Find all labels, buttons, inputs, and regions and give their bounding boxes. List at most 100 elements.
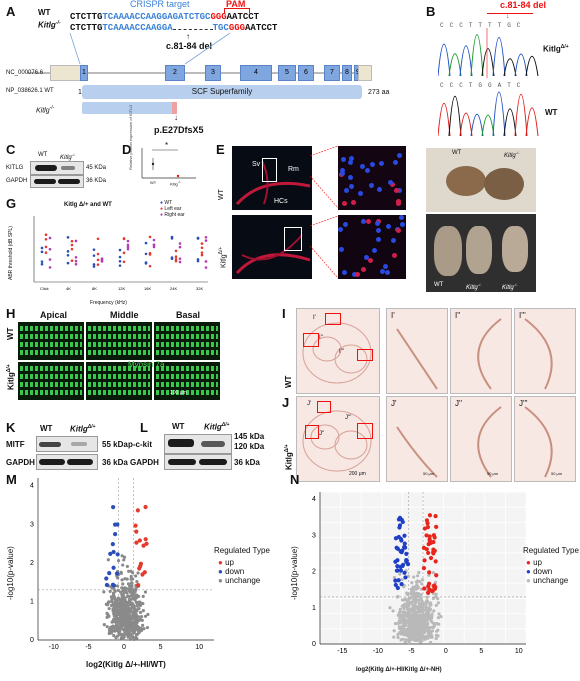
volcano-point-up bbox=[433, 559, 438, 564]
volcano-point-down bbox=[396, 578, 401, 583]
g-point bbox=[70, 247, 74, 251]
volcano-point bbox=[422, 602, 427, 606]
g-point bbox=[118, 264, 122, 267]
volcano-point-down bbox=[400, 563, 405, 569]
g-abr-plot: Click 4K 8K 12K 16K 24K 32K bbox=[33, 216, 208, 291]
nucleus bbox=[348, 159, 354, 165]
volcano-point bbox=[111, 607, 115, 611]
volcano-point bbox=[409, 629, 413, 633]
volcano-point bbox=[393, 621, 398, 626]
g-point bbox=[100, 257, 104, 261]
volcano-point-up bbox=[143, 504, 148, 510]
volcano-point bbox=[134, 612, 138, 617]
e-ko-zoom bbox=[338, 215, 406, 279]
g-point bbox=[204, 266, 208, 269]
volcano-xtick: -10 bbox=[49, 644, 59, 651]
g-point bbox=[40, 262, 44, 266]
g-point bbox=[152, 238, 156, 242]
volcano-point bbox=[129, 619, 133, 624]
volcano-point bbox=[124, 615, 128, 620]
volcano-point bbox=[402, 619, 406, 624]
m-ylabel: -log10(p-value) bbox=[6, 546, 15, 600]
nucleus bbox=[342, 221, 348, 227]
mutation-label: p.E27DfsX5 bbox=[154, 125, 204, 135]
volcano-point-down bbox=[403, 575, 408, 580]
g-point bbox=[200, 253, 204, 257]
volcano-point bbox=[431, 596, 435, 600]
volcano-point-down bbox=[115, 522, 120, 527]
g-point bbox=[70, 239, 74, 243]
g-point bbox=[178, 257, 182, 260]
nucleus bbox=[339, 170, 345, 176]
volcano-point-down bbox=[404, 551, 409, 556]
volcano-point bbox=[414, 594, 418, 598]
volcano-point bbox=[430, 629, 435, 633]
c-kitlg-kda: 45 KDa bbox=[86, 165, 107, 171]
volcano-point bbox=[121, 634, 125, 638]
volcano-point-up bbox=[426, 542, 431, 547]
volcano-point bbox=[127, 569, 131, 573]
volcano-point bbox=[125, 612, 129, 616]
volcano-point bbox=[113, 605, 118, 610]
volcano-point bbox=[412, 575, 416, 579]
volcano-point bbox=[417, 594, 422, 598]
volcano-point bbox=[434, 633, 439, 637]
volcano-point-down bbox=[398, 568, 404, 573]
g-point bbox=[204, 239, 208, 242]
g-point bbox=[96, 237, 100, 241]
volcano-point bbox=[407, 621, 411, 626]
volcano-point bbox=[105, 625, 109, 629]
volcano-point bbox=[122, 601, 127, 606]
volcano-point bbox=[428, 626, 432, 630]
g-point bbox=[144, 241, 148, 245]
volcano-point bbox=[406, 610, 410, 614]
n-ylabel: -log10(p-value) bbox=[290, 546, 299, 600]
volcano-point bbox=[112, 626, 116, 630]
volcano-point bbox=[398, 572, 402, 576]
nucleus bbox=[360, 219, 366, 225]
panel-label-e: E bbox=[216, 142, 225, 157]
volcano-point bbox=[405, 602, 410, 606]
volcano-point bbox=[120, 554, 124, 558]
k-gapdh-kda: 36 kDa bbox=[102, 458, 128, 467]
j-overview-section: J' J'' J''' 200 μm bbox=[296, 396, 380, 482]
nucleus bbox=[374, 220, 380, 226]
volcano-point bbox=[113, 610, 117, 614]
volcano-point bbox=[132, 631, 136, 635]
g-xtick: 24K bbox=[170, 286, 177, 291]
nucleus bbox=[375, 228, 381, 234]
volcano-point-up bbox=[426, 550, 431, 556]
ko-row-label: Kitlg-/- bbox=[38, 20, 61, 30]
g-point bbox=[48, 266, 52, 269]
gapdh-blot-l bbox=[164, 454, 232, 470]
deletion-label: c.81-84 del bbox=[166, 41, 213, 51]
nucleus bbox=[339, 168, 345, 174]
volcano-xtick: 5 bbox=[159, 644, 163, 651]
volcano-point bbox=[115, 584, 120, 588]
volcano-point bbox=[412, 619, 417, 623]
g-point bbox=[48, 258, 52, 261]
volcano-point bbox=[425, 628, 430, 633]
g-point bbox=[40, 250, 44, 254]
volcano-point-up bbox=[426, 584, 431, 589]
volcano-point bbox=[118, 598, 122, 602]
volcano-ytick: 2 bbox=[30, 560, 34, 567]
volcano-point bbox=[107, 630, 112, 634]
g-point bbox=[178, 242, 182, 245]
volcano-point bbox=[129, 607, 133, 612]
bottom-trace-label: WT bbox=[545, 108, 558, 117]
j-zoom-2: J'' 50 μm bbox=[450, 396, 512, 482]
top-trace-label: KitlgΔ/+ bbox=[543, 44, 569, 54]
nucleus bbox=[344, 188, 350, 194]
volcano-ytick: 0 bbox=[312, 641, 316, 648]
trace-peak bbox=[525, 55, 539, 77]
l-col-ko: KitlgΔ/+ bbox=[204, 422, 230, 432]
volcano-point bbox=[395, 595, 399, 599]
volcano-point bbox=[411, 598, 416, 602]
volcano-point bbox=[116, 588, 120, 592]
volcano-point bbox=[105, 611, 109, 615]
volcano-point-up bbox=[434, 573, 439, 578]
bottom-base-calls: CCCTGGATC bbox=[440, 82, 527, 89]
g-point bbox=[148, 264, 152, 268]
volcano-point bbox=[399, 632, 403, 636]
